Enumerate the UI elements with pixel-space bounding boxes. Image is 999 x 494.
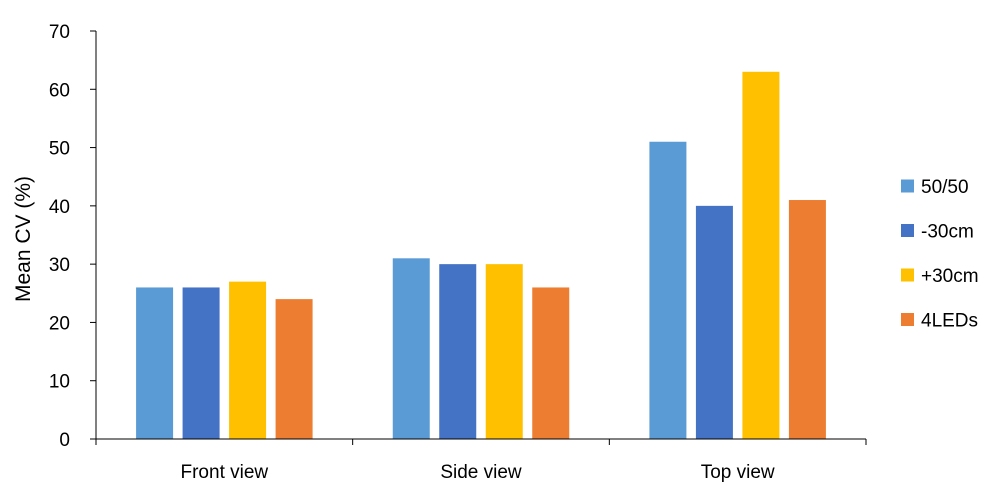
legend-item: 4LEDs [901, 311, 978, 332]
y-tick-label: 30 [49, 255, 70, 276]
y-tick-label: 0 [59, 430, 70, 451]
y-tick-label: 20 [49, 313, 70, 334]
legend-label: +30cm [921, 266, 979, 287]
bar-4LEDs-top-view [788, 200, 826, 439]
legend-swatch [901, 268, 914, 282]
legend-item: -30cm [901, 222, 974, 243]
y-axis-ticks: 0 10 20 30 40 50 60 70 [49, 22, 70, 451]
bar-30cm-front-view [229, 281, 267, 439]
legend-item: 50/50 [901, 177, 969, 198]
bars [136, 71, 826, 440]
x-category-label: Top view [701, 462, 775, 483]
y-axis-title: Mean CV (%) [12, 176, 35, 302]
y-tick-label: 70 [49, 22, 70, 43]
bar-4LEDs-side-view [532, 287, 570, 439]
legend-label: -30cm [921, 222, 974, 243]
legend-swatch [901, 313, 914, 326]
bar-4LEDs-front-view [275, 299, 313, 439]
x-category-label: Side view [440, 462, 522, 483]
bar-30cm-side-view [439, 264, 477, 439]
bar-30cm-top-view [742, 71, 780, 440]
bar-5050-top-view [649, 141, 687, 439]
legend-swatch [901, 179, 914, 193]
y-tick-label: 10 [49, 372, 70, 393]
y-tick-label: 60 [49, 80, 70, 101]
bar-30cm-side-view [485, 264, 523, 439]
legend-swatch [901, 224, 914, 237]
legend-item: +30cm [901, 266, 979, 287]
axes [90, 30, 867, 445]
bar-5050-front-view [136, 287, 174, 439]
bar-30cm-front-view [182, 287, 220, 439]
x-category-label: Front view [181, 462, 269, 483]
legend-label: 50/50 [921, 177, 969, 198]
y-tick-label: 50 [49, 139, 70, 160]
bar-30cm-top-view [695, 205, 733, 439]
y-tick-label: 40 [49, 197, 70, 218]
x-axis-category-labels: Front view Side view Top view [181, 462, 775, 483]
bar-5050-side-view [392, 258, 430, 439]
legend: 50/50 -30cm +30cm 4LEDs [901, 177, 979, 332]
legend-label: 4LEDs [921, 311, 978, 332]
